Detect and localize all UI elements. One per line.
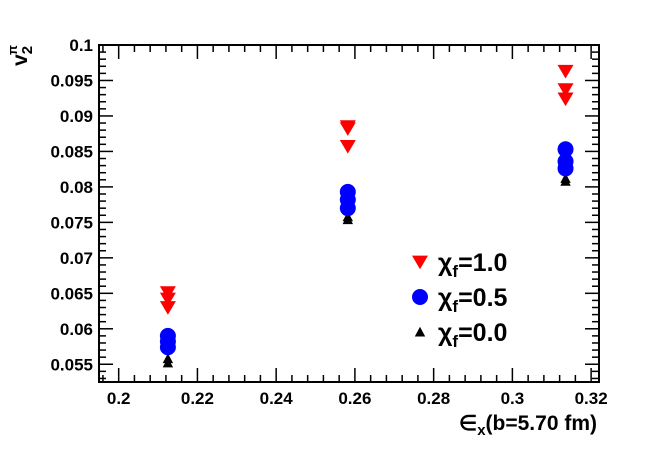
legend-label: χf=0.5	[438, 284, 508, 316]
x-axis-title-text: (b=5.70 fm)	[486, 412, 597, 435]
legend-label: χf=0.0	[438, 319, 507, 351]
svg-text:v2π: v2π	[5, 45, 36, 66]
data-point	[560, 176, 571, 186]
x-tick-label: 0.2	[107, 389, 131, 408]
data-point	[159, 301, 176, 315]
x-axis-title: ∈x(b=5.70 fm)	[459, 412, 597, 439]
data-point	[159, 292, 176, 307]
x-tick-label: 0.24	[260, 389, 294, 408]
y-tick-label: 0.065	[50, 284, 93, 303]
y-tick-label: 0.085	[50, 142, 93, 161]
legend: χf=1.0χf=0.5χf=0.0	[412, 249, 508, 351]
x-axis-title-subscript: x	[477, 422, 486, 439]
y-axis-tick-labels: 0.055 0.06 0.065 0.07 0.075 0.08 0.085 0.09 0.09…	[50, 36, 93, 374]
data-point	[557, 160, 574, 177]
data-point	[339, 122, 356, 136]
y-axis-title-subscript: 2	[19, 46, 36, 54]
plot-frame	[98, 44, 600, 383]
legend-marker	[412, 289, 428, 305]
x-axis-ticks	[102, 45, 592, 382]
x-axis-title-symbol: ∈	[459, 412, 477, 435]
data-markers	[159, 64, 574, 368]
data-point	[339, 140, 356, 154]
x-axis-tick-labels: 0.2 0.22 0.24 0.26 0.28 0.3 0.32	[107, 389, 608, 408]
y-tick-label: 0.055	[50, 355, 93, 374]
y-axis-title-symbol: v	[9, 54, 32, 66]
y-tick-label: 0.08	[60, 178, 93, 197]
y-axis-title-superscript: π	[5, 45, 20, 55]
data-point	[339, 200, 356, 217]
y-axis-title: v2π	[5, 45, 36, 66]
y-tick-label: 0.075	[50, 213, 93, 232]
x-tick-label: 0.3	[501, 389, 525, 408]
y-axis-ticks	[99, 44, 599, 380]
data-point	[557, 83, 574, 97]
x-tick-label: 0.22	[181, 389, 214, 408]
x-tick-label: 0.26	[338, 389, 371, 408]
data-point	[159, 339, 176, 356]
data-point	[557, 141, 574, 158]
x-tick-label: 0.28	[417, 389, 450, 408]
legend-marker	[414, 326, 426, 337]
y-tick-label: 0.06	[60, 320, 93, 339]
legend-label: χf=1.0	[438, 249, 507, 281]
data-point	[342, 214, 354, 225]
y-tick-label: 0.095	[50, 71, 93, 90]
y-tick-label: 0.1	[69, 36, 93, 55]
y-tick-label: 0.07	[60, 249, 93, 268]
data-point	[162, 357, 174, 368]
data-point	[557, 64, 574, 79]
x-tick-label: 0.32	[575, 389, 608, 408]
y-tick-label: 0.09	[60, 107, 93, 126]
legend-marker	[412, 255, 428, 270]
data-point	[557, 92, 574, 107]
